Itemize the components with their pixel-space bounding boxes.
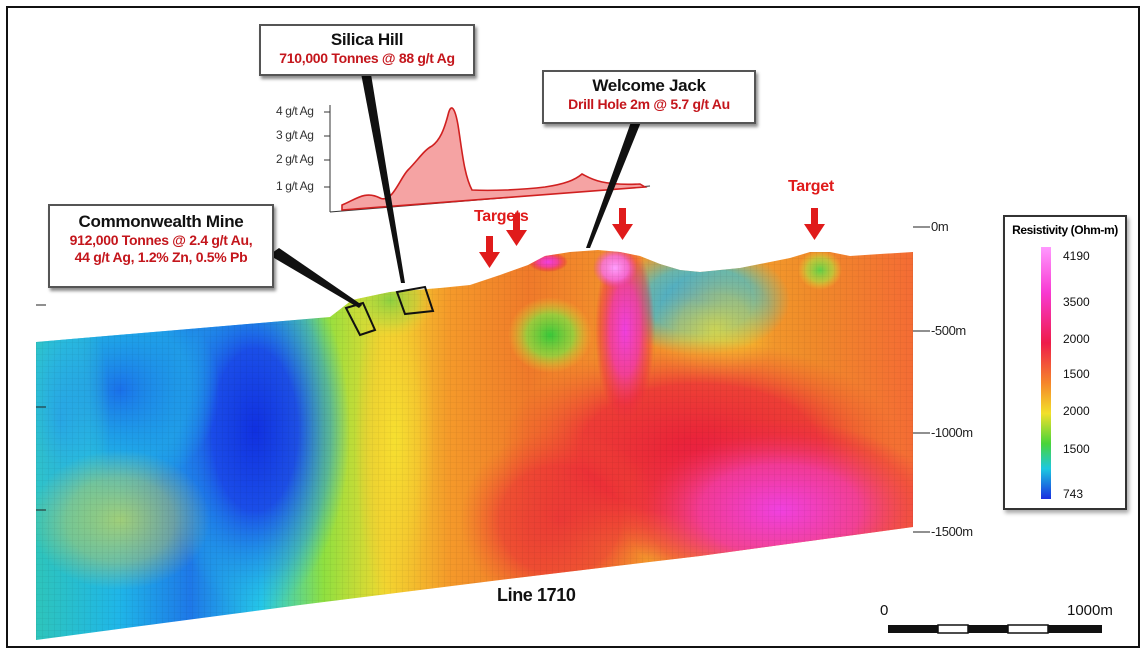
callout-detail: 710,000 Tonnes @ 88 g/t Ag (279, 50, 455, 66)
scale-bar (888, 624, 1102, 634)
scale-start-label: 0 (880, 602, 889, 619)
depth-label: -500m (931, 323, 966, 338)
ag-axis-label: 3 g/t Ag (276, 128, 314, 142)
target-arrow (612, 208, 633, 240)
legend-tick: 1500 (1063, 442, 1090, 456)
figure-border (6, 6, 1140, 648)
target-arrow (804, 208, 825, 240)
scale-end-label: 1000m (1067, 602, 1113, 619)
legend-tick: 4190 (1063, 249, 1090, 263)
ag-profile-area (341, 107, 648, 211)
legend-tick: 743 (1063, 487, 1084, 501)
target-label: Target (788, 178, 834, 195)
ag-axis-label: 4 g/t Ag (276, 104, 314, 118)
callout-detail-line: 912,000 Tonnes @ 2.4 g/t Au, (69, 232, 253, 248)
ag-axis-label: 2 g/t Ag (276, 152, 314, 166)
depth-label: -1000m (931, 425, 973, 440)
legend-tick: 2000 (1063, 332, 1090, 346)
targets-label: Targets (474, 208, 529, 225)
callout-title: Silica Hill (330, 30, 404, 49)
target-arrow (479, 236, 500, 268)
callout-welcome-jack: Welcome Jack Drill Hole 2m @ 5.7 g/t Au (542, 70, 756, 124)
deposit-outlines (344, 285, 435, 337)
legend-tick: 3500 (1063, 295, 1090, 309)
ag-axis-label: 1 g/t Ag (276, 179, 314, 193)
depth-label: 0m (931, 219, 949, 234)
target-arrow (506, 214, 527, 246)
callout-silica-hill: Silica Hill 710,000 Tonnes @ 88 g/t Ag (259, 24, 475, 76)
callout-detail: Drill Hole 2m @ 5.7 g/t Au (568, 96, 730, 112)
legend-title: Resistivity (Ohm-m) (1012, 223, 1118, 237)
depth-label: -1500m (931, 524, 973, 539)
line-label: Line 1710 (497, 585, 576, 605)
legend-tick: 2000 (1063, 404, 1090, 418)
legend-color-bar (1041, 247, 1051, 499)
depth-ticks (36, 226, 930, 533)
ag-profile-chart (324, 105, 651, 213)
callout-detail-line: 44 g/t Ag, 1.2% Zn, 0.5% Pb (74, 249, 248, 265)
callout-title: Welcome Jack (592, 76, 706, 95)
resistivity-legend: Resistivity (Ohm-m) 4190 3500 2000 1500 … (1003, 215, 1127, 510)
legend-tick: 1500 (1063, 367, 1090, 381)
target-arrows (479, 208, 825, 268)
callout-title: Commonwealth Mine (78, 212, 244, 231)
callout-leaders (269, 68, 641, 308)
section-body (36, 250, 913, 640)
callout-commonwealth-mine: Commonwealth Mine 912,000 Tonnes @ 2.4 g… (48, 204, 274, 288)
